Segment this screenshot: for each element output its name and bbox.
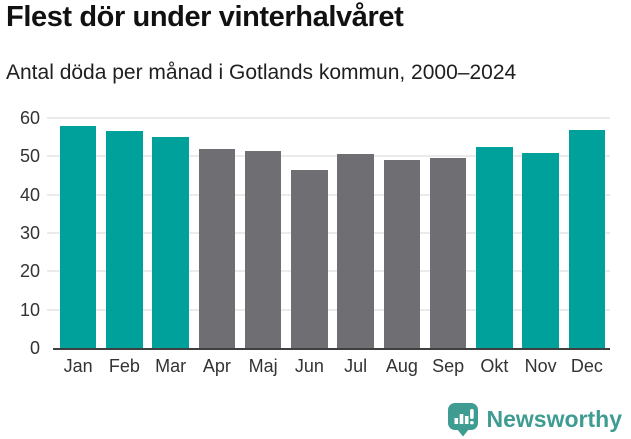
bar-slot-aug bbox=[379, 118, 425, 348]
bar-slot-nov bbox=[518, 118, 564, 348]
x-tick-label-feb: Feb bbox=[108, 356, 140, 376]
x-tick-label-jan: Jan bbox=[63, 356, 93, 376]
y-tick-label-60: 60 bbox=[19, 108, 40, 128]
x-tick-label-nov: Nov bbox=[524, 356, 557, 376]
bar-jan bbox=[59, 125, 97, 348]
bar-sep bbox=[429, 158, 467, 348]
brand-name: Newsworthy bbox=[486, 405, 622, 432]
x-tick-label-jun: Jun bbox=[294, 356, 324, 376]
newsworthy-brand-link[interactable]: Newsworthy bbox=[447, 401, 622, 437]
y-tick-label-30: 30 bbox=[19, 223, 40, 243]
gridline-40 bbox=[47, 193, 610, 196]
y-tick-label-10: 10 bbox=[19, 299, 40, 320]
y-tick-label-40: 40 bbox=[19, 184, 40, 205]
bar-slot-jun bbox=[286, 118, 332, 348]
x-axis-line bbox=[53, 348, 610, 350]
bar-jun bbox=[291, 169, 328, 348]
chart-subtitle: Antal döda per månad i Gotlands kommun, … bbox=[6, 61, 517, 84]
bar-maj bbox=[244, 150, 282, 348]
x-tick-label-dec: Dec bbox=[570, 356, 603, 376]
x-tick-label-mar: Mar bbox=[155, 356, 187, 376]
x-axis-labels: Jan Feb Mar Apr Maj Jun Jul Aug Sep Okt Nov Dec bbox=[55, 356, 610, 377]
y-tick-label-0: 0 bbox=[29, 338, 40, 358]
y-axis-labels: 0 10 20 30 40 50 60 bbox=[0, 109, 46, 357]
bar-slot-sep bbox=[425, 118, 471, 348]
bar-slot-jan bbox=[55, 118, 101, 348]
x-tick-label-apr: Apr bbox=[202, 356, 231, 376]
gridline-30 bbox=[47, 232, 610, 234]
x-tick-label-maj: Maj bbox=[248, 356, 278, 376]
bar-slot-mar bbox=[148, 118, 194, 348]
newsworthy-logo-icon bbox=[447, 403, 478, 437]
gridline-10 bbox=[47, 308, 610, 311]
bar-jul bbox=[337, 154, 374, 348]
bar-slot-okt bbox=[471, 118, 517, 348]
bar-mar bbox=[152, 137, 189, 348]
gridlines bbox=[47, 117, 610, 348]
bar-chart-plot-area bbox=[47, 117, 610, 350]
bar-slot-apr bbox=[194, 118, 240, 348]
gridline-60 bbox=[47, 117, 610, 119]
x-tick-label-aug: Aug bbox=[385, 356, 418, 376]
x-tick-label-okt: Okt bbox=[480, 356, 509, 376]
y-tick-label-20: 20 bbox=[19, 261, 40, 282]
x-tick-label-sep: Sep bbox=[432, 356, 465, 376]
bar-okt bbox=[476, 146, 513, 348]
bar-dec bbox=[568, 129, 606, 348]
bar-slot-maj bbox=[240, 118, 286, 348]
chart-title: Flest dör under vinterhalvåret bbox=[6, 1, 404, 33]
bar-slot-jul bbox=[333, 118, 379, 348]
bar-feb bbox=[106, 131, 143, 348]
bar-slot-dec bbox=[564, 118, 610, 348]
gridline-20 bbox=[47, 270, 610, 273]
bar-slot-feb bbox=[101, 118, 147, 348]
gridline-50 bbox=[47, 155, 610, 158]
bar-apr bbox=[198, 148, 236, 348]
bars bbox=[55, 118, 610, 348]
y-tick-label-50: 50 bbox=[19, 146, 40, 167]
bar-aug bbox=[383, 160, 421, 348]
x-tick-label-jul: Jul bbox=[344, 356, 368, 376]
bar-nov bbox=[522, 152, 559, 348]
